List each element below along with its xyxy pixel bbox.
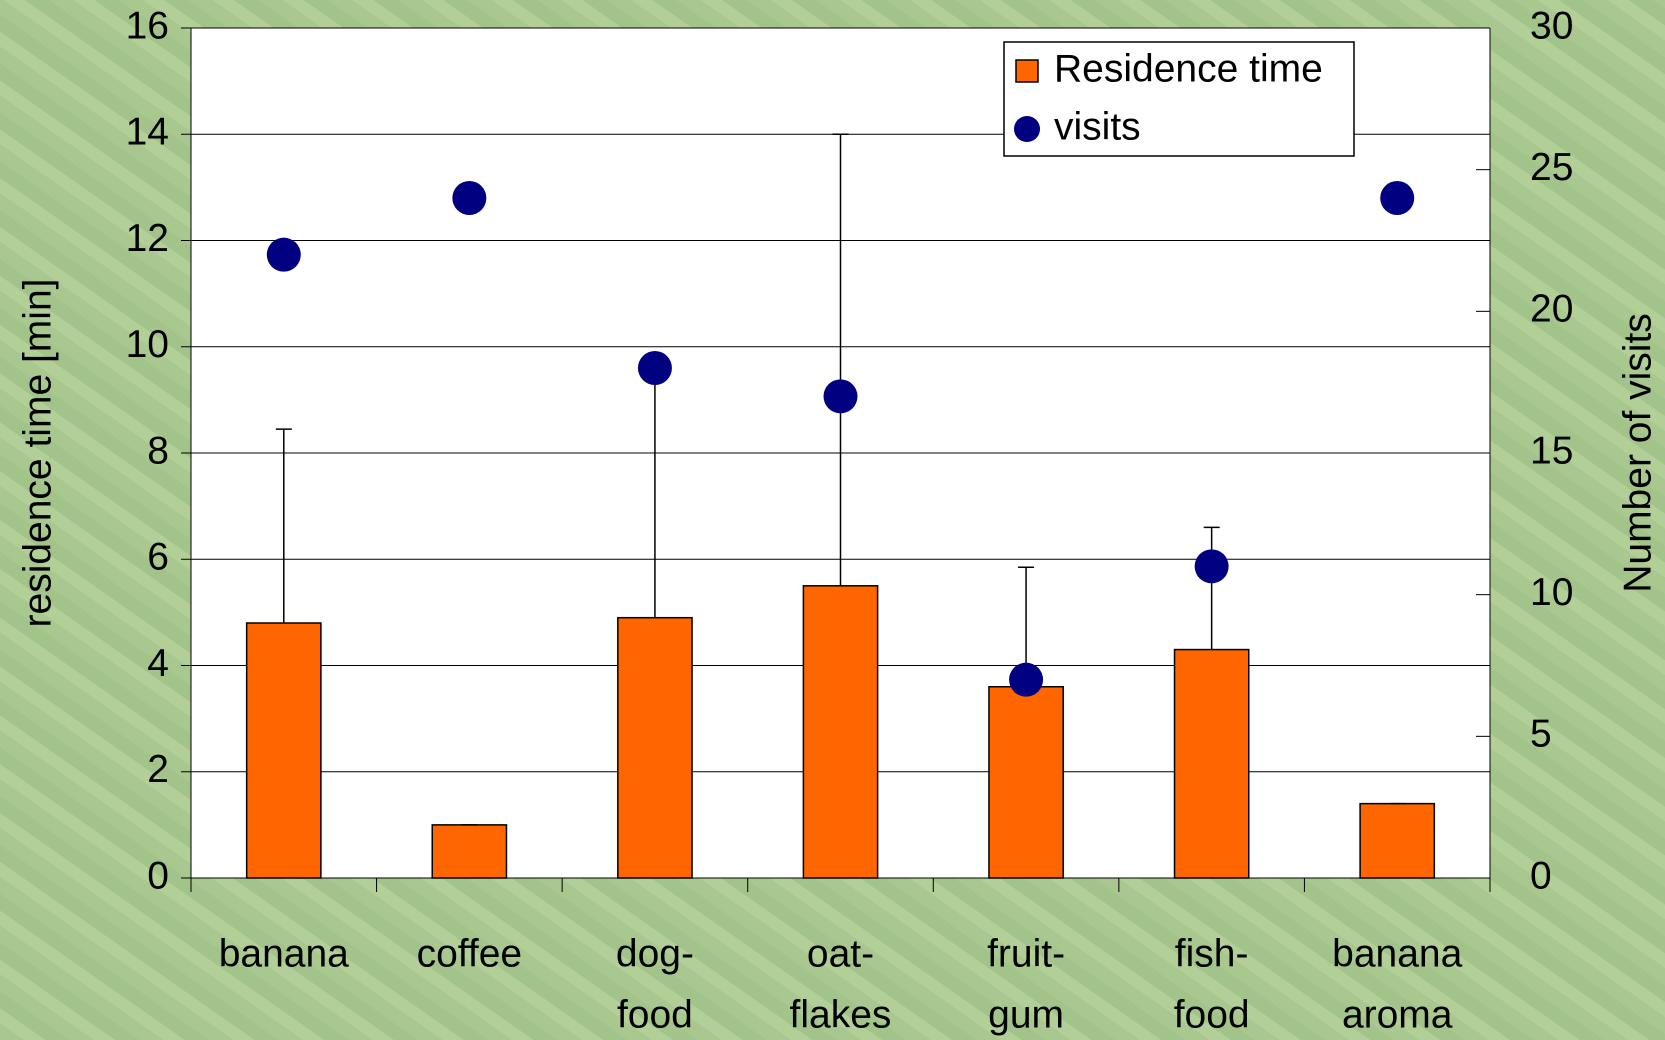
y2-tick-label: 0: [1530, 854, 1552, 897]
legend-swatch: [1015, 59, 1039, 83]
bar: [1173, 648, 1250, 879]
bar: [988, 686, 1064, 879]
y-tick-label: 14: [126, 111, 169, 154]
legend-label: visits: [1054, 105, 1141, 148]
y-tick-label: 12: [126, 217, 169, 260]
x-tick-label: fish-: [1175, 932, 1249, 975]
bar: [617, 616, 693, 879]
y-axis-title: residence time [min]: [16, 279, 59, 628]
y2-tick-label: 25: [1530, 146, 1573, 189]
y2-tick-label: 5: [1530, 713, 1552, 756]
legend: [1003, 41, 1355, 157]
y-tick-label: 2: [147, 748, 169, 791]
y-tick-label: 0: [147, 854, 169, 897]
point: [266, 237, 301, 272]
y-tick-label: 10: [126, 323, 169, 366]
y2-axis-title: Number of visits: [1616, 313, 1659, 593]
y-tick-label: 8: [147, 429, 169, 472]
point: [1194, 549, 1229, 584]
x-tick-label: banana: [219, 932, 349, 975]
point: [1009, 662, 1044, 697]
legend-swatch: [1014, 116, 1040, 142]
x-tick-label: banana: [1332, 932, 1462, 975]
x-tick-label: aroma: [1342, 993, 1453, 1036]
bar: [431, 824, 508, 879]
point: [823, 379, 858, 414]
y2-tick-label: 15: [1530, 429, 1573, 472]
y-tick-label: 6: [147, 536, 169, 579]
x-tick-label: oat-: [807, 932, 874, 975]
x-tick-label: fruit-: [987, 932, 1065, 975]
x-tick-label: coffee: [417, 932, 523, 975]
x-tick-label: flakes: [790, 993, 892, 1036]
x-tick-label: food: [617, 993, 693, 1036]
point: [1380, 181, 1415, 215]
y2-tick-label: 10: [1530, 571, 1573, 614]
y2-tick-label: 20: [1530, 288, 1573, 331]
point: [452, 181, 487, 215]
x-tick-label: dog-: [616, 932, 694, 975]
x-tick-label: gum: [988, 993, 1064, 1036]
bar: [1359, 802, 1436, 879]
y-tick-label: 16: [126, 4, 169, 47]
y-tick-label: 4: [147, 642, 169, 685]
bar: [802, 585, 879, 879]
point: [637, 351, 672, 385]
bar: [245, 622, 322, 879]
y2-tick-label: 30: [1530, 4, 1573, 47]
legend-label: Residence time: [1054, 47, 1323, 90]
x-tick-label: food: [1174, 993, 1250, 1036]
